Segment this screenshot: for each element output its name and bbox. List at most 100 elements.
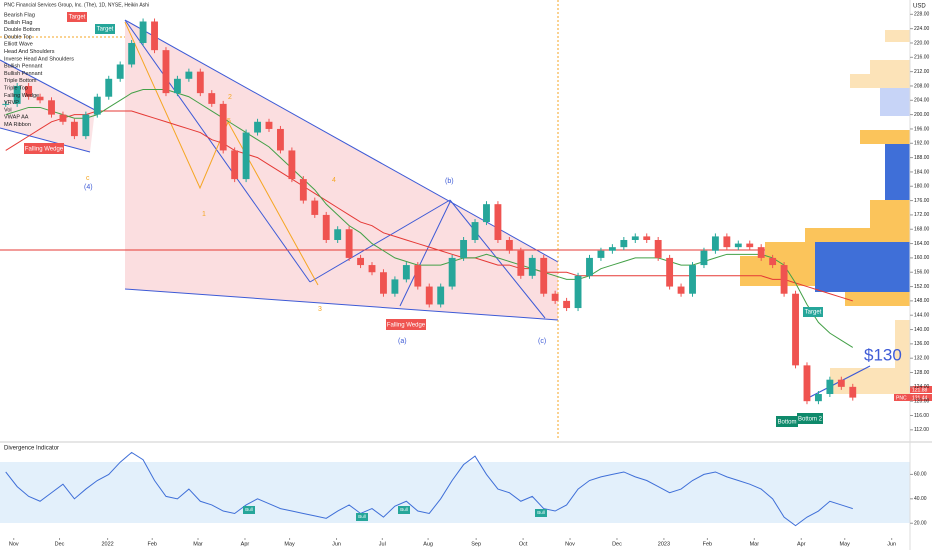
currency: USD: [913, 4, 926, 10]
y-tick-label: 140.00: [914, 327, 930, 333]
target-tag: [67, 12, 87, 22]
candle: [792, 293, 799, 366]
price-tag: [910, 394, 932, 401]
candle: [814, 394, 822, 402]
indicator-name: Bullish Pennant: [4, 64, 43, 70]
target-tag: [803, 307, 823, 317]
candle: [2, 103, 10, 105]
y-tick-label: 204.00: [914, 98, 930, 104]
x-tick-label: May: [840, 541, 851, 547]
candle: [448, 257, 456, 287]
x-tick-label: Dec: [612, 541, 622, 547]
y-tick-label: 152.00: [914, 284, 930, 290]
indicator-name: Inverse Head And Shoulders: [4, 56, 74, 62]
x-tick-label: Jun: [887, 541, 896, 547]
wave-label: (4): [84, 184, 93, 191]
price-tag-label: 121.44: [912, 395, 928, 401]
moving-average: [5, 89, 854, 348]
wave-label: (b): [445, 178, 454, 185]
candle: [460, 239, 468, 258]
x-tick-label: Dec: [55, 541, 65, 547]
x-tick-label: Jul: [379, 541, 386, 547]
candle: [551, 293, 559, 301]
candle: [849, 386, 857, 398]
price-tag-label: PNC: [896, 395, 907, 401]
candle: [540, 257, 548, 294]
x-tick-label: Feb: [703, 541, 712, 547]
candle: [494, 204, 502, 240]
wedge-tag: [24, 143, 64, 154]
projection-label: $130: [864, 345, 902, 364]
x-tick-label: Mar: [193, 541, 203, 547]
candle: [82, 114, 90, 137]
candle: [391, 279, 399, 294]
indicator-title: Divergence Indicator: [4, 446, 59, 452]
candle: [471, 222, 479, 240]
indicator-tick-label: 40.00: [914, 496, 927, 502]
candle: [116, 64, 124, 79]
x-tick-label: 2022: [101, 541, 113, 547]
indicator-name: Vol: [4, 107, 12, 113]
y-tick-label: 228.00: [914, 12, 930, 18]
indicator-name: Double Bottom: [4, 27, 41, 33]
y-tick-label: 124.00: [914, 384, 930, 390]
y-tick-label: 184.00: [914, 169, 930, 175]
candle: [746, 243, 754, 248]
bull-label: Bull: [400, 507, 408, 512]
indicator-name: VRVP: [4, 100, 19, 106]
candle: [59, 114, 67, 122]
candle: [517, 250, 525, 276]
indicator-name: Bullish Flag: [4, 20, 32, 26]
indicator-name: Triple Top: [4, 85, 28, 91]
candle: [654, 239, 662, 258]
candle: [689, 265, 696, 294]
x-tick-label: Mar: [750, 541, 760, 547]
x-tick-label: Aug: [423, 541, 433, 547]
bottom-label: Bottom 2: [798, 417, 823, 423]
wave-label: 3: [318, 306, 322, 313]
y-tick-label: 160.00: [914, 255, 930, 261]
wave-label: 5: [227, 118, 231, 125]
indicator-line: [5, 451, 853, 527]
y-tick-label: 156.00: [914, 270, 930, 276]
x-tick-label: 2023: [658, 541, 670, 547]
candle: [414, 265, 422, 287]
y-tick-label: 192.00: [914, 141, 930, 147]
candle: [311, 200, 319, 215]
candle: [620, 239, 628, 248]
y-tick-label: 112.00: [914, 427, 929, 433]
candle: [254, 121, 261, 133]
candle: [483, 204, 490, 223]
candle: [93, 96, 101, 115]
candle: [643, 236, 651, 240]
indicator-name: Bearish Flag: [4, 12, 35, 18]
y-tick-label: 128.00: [914, 370, 930, 376]
y-tick-label: 164.00: [914, 241, 930, 247]
wave-label: 4: [332, 177, 336, 184]
x-tick-label: Oct: [519, 541, 528, 547]
wedge-tag: [386, 319, 426, 330]
candle: [368, 265, 376, 273]
indicator-band: [0, 462, 910, 523]
candle: [803, 365, 811, 402]
candle: [574, 275, 582, 309]
volume-profile: [740, 30, 910, 394]
wave-label: (a): [398, 338, 407, 345]
target-tag: [95, 24, 115, 34]
candle: [105, 78, 113, 97]
wedge-area: [125, 20, 558, 320]
candle: [505, 239, 513, 251]
x-tick-label: Apr: [797, 541, 806, 547]
wedge-label: Falling Wedge: [25, 147, 64, 153]
candle: [723, 236, 731, 248]
candle: [769, 257, 777, 266]
wave-labels: c (4) 1 2 3 4 5 (a) (b) (c): [84, 94, 546, 345]
candle: [780, 265, 788, 294]
bull-label: Bull: [245, 507, 253, 512]
indicator-name: Triple Bottom: [4, 78, 37, 84]
y-tick-label: 148.00: [914, 298, 930, 304]
y-tick-label: 188.00: [914, 155, 930, 161]
bottom-label: Bottom: [777, 420, 796, 426]
target-label: Target: [97, 27, 114, 33]
wave-label: 2: [228, 94, 232, 101]
